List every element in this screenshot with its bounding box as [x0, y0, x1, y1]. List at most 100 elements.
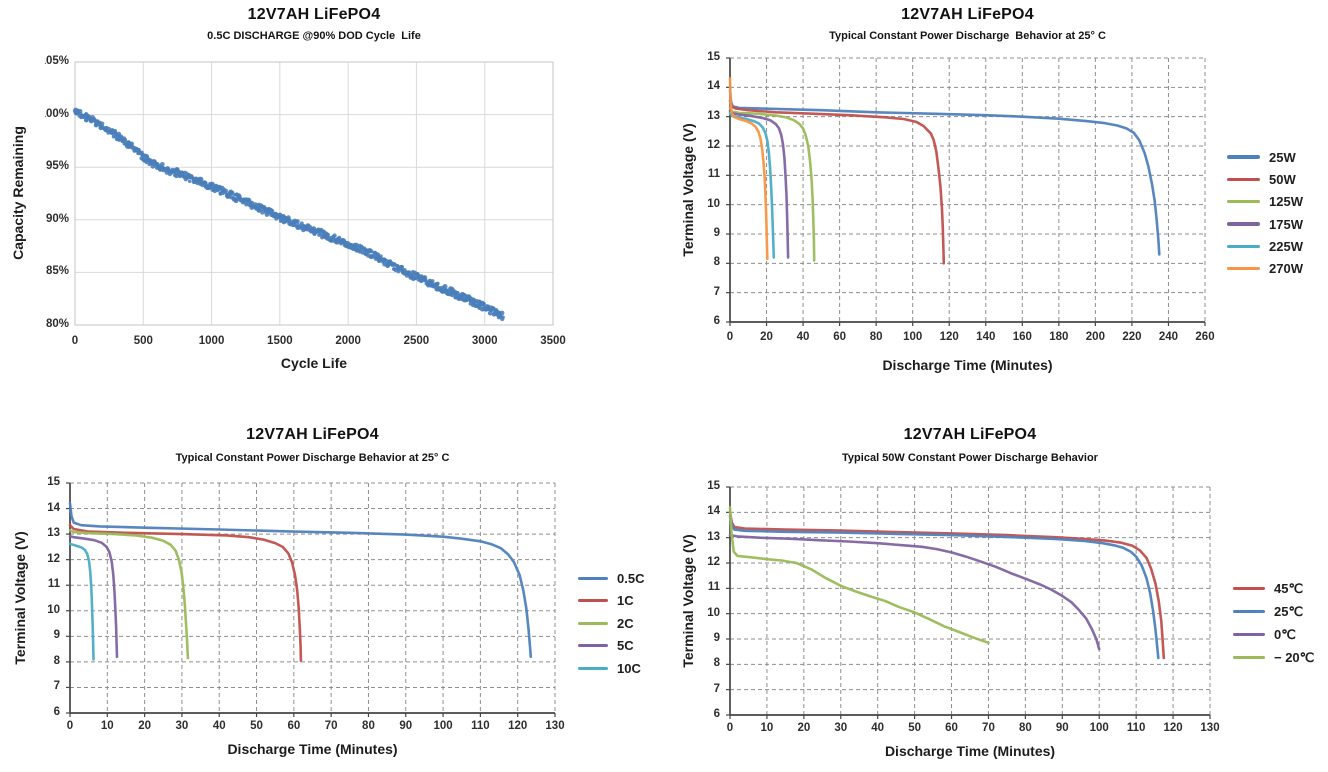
x-tick-label: 110: [471, 720, 490, 732]
x-tick-label: 130: [1200, 722, 1220, 734]
legend-item-4: 10C: [578, 657, 644, 680]
y-tick-label: 6: [53, 706, 60, 718]
legend-item-0: 45℃: [1233, 577, 1314, 600]
x-tick-label: 60: [833, 331, 846, 343]
x-tick-label: 260: [1195, 331, 1215, 343]
x-tick-label: 80: [869, 331, 883, 343]
legend-item-3: − 20℃: [1233, 646, 1314, 669]
legend-swatch: [578, 599, 608, 603]
chart-temp-50w: 12V7AH LiFePO4 Typical 50W Constant Powe…: [664, 400, 1328, 772]
x-tick-label: 220: [1122, 331, 1142, 343]
x-tick-label: 50: [250, 720, 263, 732]
x-tick-label: 10: [760, 722, 774, 734]
x-tick-label: 120: [1163, 722, 1183, 734]
x-tick-label: 80: [1018, 722, 1032, 734]
y-tick-label: 9: [713, 632, 720, 644]
legend-swatch: [1227, 222, 1260, 226]
x-tick-label: 100: [1089, 722, 1109, 734]
legend-label: 5C: [617, 638, 634, 654]
legend-label: 25W: [1269, 149, 1296, 165]
series-line-3: [728, 109, 790, 259]
x-tick-label: 40: [796, 331, 810, 343]
x-tick-label: 10: [100, 720, 114, 732]
x-tick-label: 3000: [471, 335, 498, 347]
legend-label: 225W: [1269, 238, 1303, 254]
legend-label: 270W: [1269, 261, 1303, 277]
x-tick-label: 40: [212, 720, 226, 732]
x-tick-label: 0: [726, 722, 734, 734]
x-tick-label: 90: [399, 720, 413, 732]
y-tick-label: 12: [707, 139, 720, 151]
legend-item-0: 0.5C: [578, 567, 644, 590]
legend-item-1: 50W: [1227, 168, 1303, 190]
x-tick-label: 90: [1055, 722, 1069, 734]
series-line-1: [68, 523, 303, 662]
x-tick-label: 3500: [540, 335, 566, 347]
y-axis-title: Terminal Voltage (V): [680, 534, 696, 668]
x-tick-label: 60: [945, 722, 958, 734]
legend-item-3: 175W: [1227, 213, 1303, 235]
y-tick-label: 85%: [45, 265, 69, 278]
x-tick-label: 30: [834, 722, 848, 734]
legend-item-2: 125W: [1227, 191, 1303, 213]
legend-swatch: [1233, 609, 1265, 614]
x-tick-label: 70: [982, 722, 995, 734]
legend-swatch: [1233, 655, 1265, 660]
legend-item-5: 270W: [1227, 257, 1303, 279]
x-tick-label: 60: [287, 720, 301, 732]
chart-subtitle: Typical 50W Constant Power Discharge Beh…: [842, 452, 1098, 464]
legend-swatch: [578, 621, 608, 625]
x-tick-label: 500: [133, 335, 153, 347]
legend-swatch: [1227, 177, 1260, 182]
x-tick-label: 100: [903, 331, 923, 343]
x-tick-label: 70: [324, 720, 338, 732]
y-tick-label: 14: [47, 501, 60, 514]
y-tick-label: 12: [47, 552, 60, 565]
series-capacity-scatter: [72, 107, 505, 322]
y-axis-title: Terminal Voltage (V): [680, 123, 696, 257]
x-tick-label: 2000: [335, 335, 361, 347]
x-tick-label: 40: [871, 722, 885, 734]
y-tick-label: 7: [53, 680, 60, 693]
series-line-4: [68, 542, 95, 661]
y-tick-label: 13: [707, 530, 720, 543]
x-tick-label: 110: [1126, 722, 1146, 734]
legend: 25W 50W 125W 175W 225W 270W: [1227, 146, 1303, 280]
chart-title: 12V7AH LiFePO4: [903, 426, 1037, 443]
legend-swatch: [1233, 632, 1265, 637]
chart-subtitle: Typical Constant Power Discharge Behavio…: [175, 452, 450, 464]
y-axis-title: Capacity Remaining: [10, 126, 26, 260]
chart-title: 12V7AH LiFePO4: [246, 426, 379, 443]
legend-item-1: 25℃: [1233, 600, 1314, 623]
legend-label: 0℃: [1274, 626, 1296, 642]
series-line-2: [728, 533, 1101, 651]
axes: [726, 486, 1211, 719]
y-tick-label: 10: [707, 606, 720, 619]
series-line-2: [728, 106, 816, 262]
legend: 45℃ 25℃ 0℃ − 20℃: [1233, 577, 1314, 669]
y-tick-label: 10: [707, 197, 720, 210]
y-axis-title: Terminal Voltage (V): [12, 531, 28, 665]
legend-swatch: [578, 644, 608, 648]
chart-title: 12V7AH LiFePO4: [901, 6, 1034, 23]
legend-label: 2C: [617, 615, 634, 631]
x-tick-label: 100: [433, 720, 453, 732]
chart-subtitle: Typical Constant Power Discharge Behavio…: [829, 30, 1106, 42]
y-tick-label: 14: [707, 505, 720, 518]
y-tick-label: 15: [47, 476, 60, 488]
x-tick-label: 20: [797, 722, 811, 734]
y-tick-label: 10: [47, 603, 60, 616]
x-tick-label: 0: [71, 335, 79, 347]
x-axis-title: Cycle Life: [280, 355, 348, 371]
series-line-1: [728, 514, 1160, 660]
plot-svg-cycle-life: [72, 61, 554, 326]
legend-label: 25℃: [1274, 603, 1304, 619]
legend-label: 50W: [1269, 171, 1296, 187]
gridlines: [729, 486, 1211, 716]
chart-cycle-life: 12V7AH LiFePO4 0.5C DISCHARGE @90% DOD C…: [0, 0, 664, 400]
x-tick-label: 1000: [198, 335, 225, 347]
plot-svg-constant-power-crate: [66, 482, 556, 717]
legend-swatch: [1227, 155, 1260, 159]
x-tick-label: 20: [760, 331, 773, 343]
